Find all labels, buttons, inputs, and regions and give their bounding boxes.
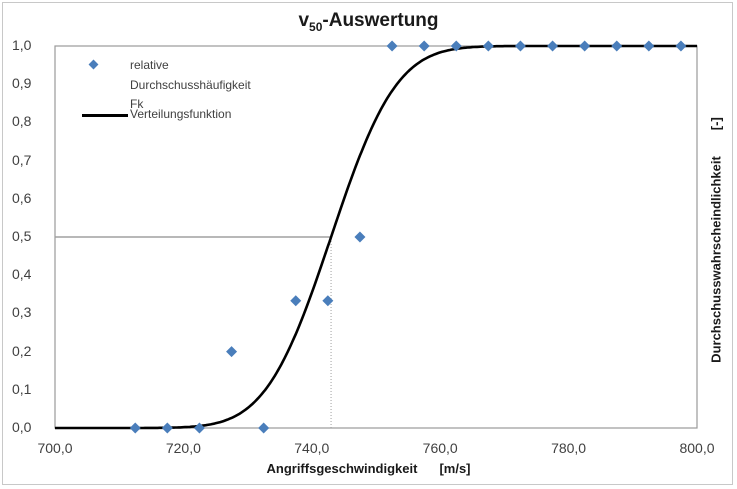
legend-label-line: Verteilungsfunktion: [130, 107, 232, 121]
x-tick-label: 780,0: [551, 440, 587, 456]
data-point: [482, 40, 494, 52]
y-tick-label: 0,4: [12, 266, 32, 283]
chart-frame: [2, 2, 733, 485]
diamond-marker-icon: [88, 59, 99, 70]
legend-label-scatter-3: Fk: [130, 97, 144, 111]
legend: relative Durchschusshäufigkeit Fk Vertei…: [82, 58, 251, 121]
data-point: [579, 40, 591, 52]
y-tick-label: 0,6: [12, 189, 32, 206]
x-tick-label: 760,0: [422, 440, 458, 456]
line-marker-icon: [82, 114, 128, 117]
y-tick-label: 0,8: [12, 113, 32, 130]
y-tick-label: 1,0: [12, 37, 32, 53]
data-point: [258, 422, 270, 434]
data-point: [643, 40, 655, 52]
x-tick-label: 700,0: [37, 440, 73, 456]
y-tick-label: 0,3: [12, 304, 32, 321]
y-axis-label: Durchschusswahrscheindlichkeit[-]: [708, 117, 724, 363]
data-point: [322, 295, 334, 307]
data-point: [547, 40, 559, 52]
data-point: [386, 40, 398, 52]
data-point: [418, 40, 430, 52]
x-tick-label: 720,0: [165, 440, 201, 456]
legend-item-line: Verteilungsfunktion: [82, 107, 251, 121]
legend-label-scatter-2: Durchschusshäufigkeit: [130, 78, 251, 92]
data-point: [611, 40, 623, 52]
legend-item-scatter: relative Durchschusshäufigkeit Fk: [82, 58, 251, 111]
y-tick-label: 0,5: [12, 228, 32, 244]
data-point: [129, 422, 141, 434]
data-point: [161, 422, 173, 434]
data-point: [675, 40, 687, 52]
legend-label-scatter-1: relative: [130, 58, 169, 72]
x-axis-label: Angriffsgeschwindigkeit [m/s]: [266, 461, 471, 476]
x-tick-label: 800,0: [679, 440, 715, 456]
data-point: [193, 422, 205, 434]
x-tick-label: 740,0: [294, 440, 330, 456]
data-point: [354, 231, 366, 243]
y-tick-label: 0,7: [12, 151, 32, 168]
data-point: [226, 346, 238, 358]
data-point: [290, 295, 302, 307]
data-point: [450, 40, 462, 52]
y-tick-label: 0,2: [12, 342, 32, 359]
chart-title: v50-Auswertung: [298, 10, 439, 34]
y-tick-label: 0,1: [12, 380, 32, 397]
y-tick-label: 0,0: [12, 419, 32, 435]
data-point: [514, 40, 526, 52]
y-tick-label: 0,9: [12, 75, 32, 92]
